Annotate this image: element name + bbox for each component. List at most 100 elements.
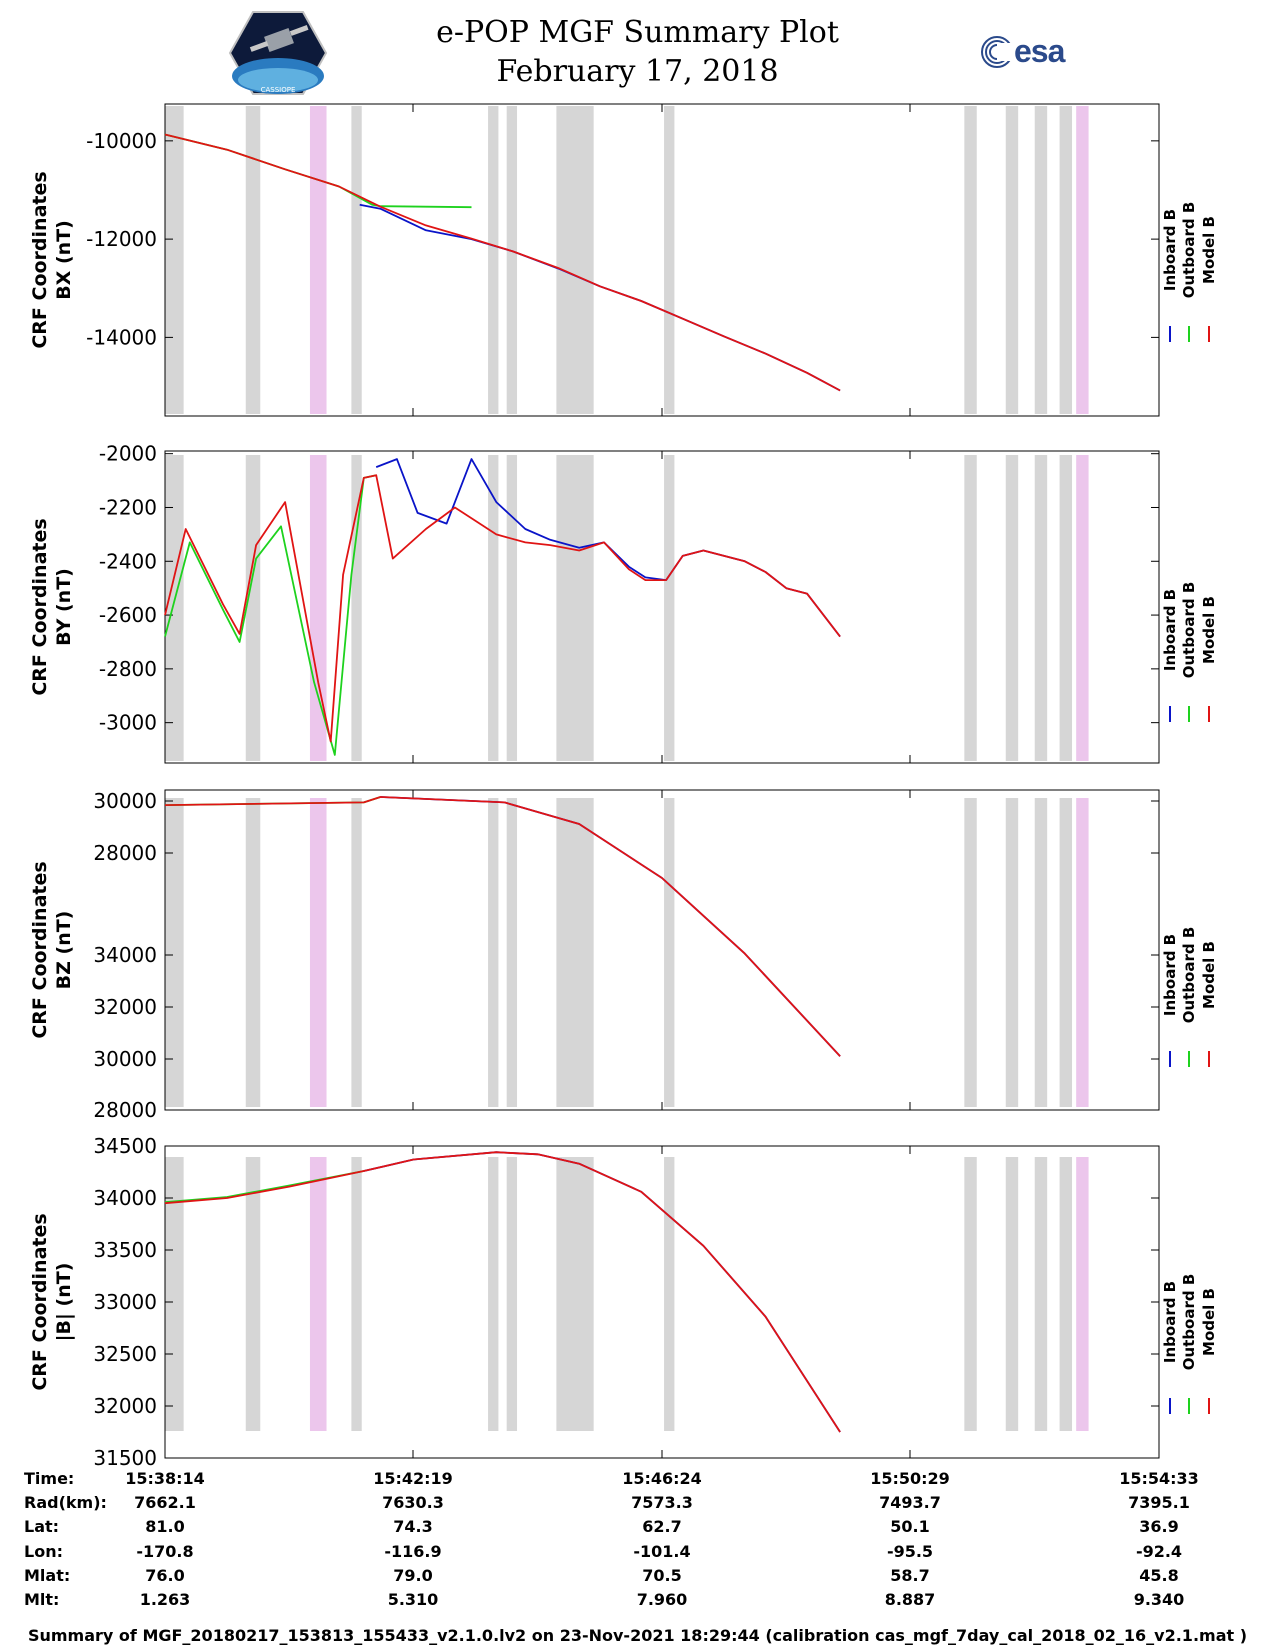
data-gap-shade — [351, 106, 362, 414]
series-line-inboard — [359, 203, 841, 392]
series-line-model — [164, 474, 841, 743]
y-tick-label: 31500 — [93, 1446, 157, 1470]
data-gap-shade — [1005, 455, 1019, 761]
data-gap-shade — [664, 798, 675, 1107]
series-line-model — [164, 1151, 841, 1433]
panel-3: 30000 28000 34000 32000 30000 28000 CRF Coordi… — [29, 789, 1218, 1122]
data-gap-shade — [245, 106, 261, 414]
y-tick-label: -2400 — [99, 549, 157, 573]
data-gap-shade — [664, 1157, 675, 1431]
legend-label: Outboard B — [1180, 582, 1198, 679]
ephemeris-value: 36.9 — [1139, 1517, 1178, 1536]
legend-label: Inboard B — [1161, 1281, 1179, 1363]
legend-label: Model B — [1200, 216, 1218, 284]
series-line-inboard — [363, 1151, 841, 1433]
data-gap-shade — [1005, 798, 1019, 1107]
ephemeris-value: 8.887 — [885, 1590, 936, 1609]
series-line-inboard — [380, 796, 841, 1057]
y-tick-label: -2200 — [99, 495, 157, 519]
footer-summary: Summary of MGF_20180217_153813_155433_v2… — [27, 1626, 1248, 1645]
event-shade — [309, 798, 327, 1107]
x-tick-label: 15:50:29 — [870, 1469, 950, 1488]
data-gap-shade — [165, 1157, 184, 1431]
esa-logo-text: esa — [1014, 33, 1065, 69]
series-line-model — [164, 796, 841, 1057]
ephemeris-value: 7573.3 — [631, 1493, 693, 1512]
y-axis-label: |B| (nT) — [53, 1263, 75, 1342]
series-line-outboard — [164, 1170, 364, 1204]
data-gap-shade — [506, 1157, 518, 1431]
data-gap-shade — [1059, 798, 1073, 1107]
y-tick-label: -14000 — [86, 325, 157, 349]
ephemeris-value: 7.960 — [637, 1590, 688, 1609]
data-gap-shade — [964, 106, 977, 414]
y-tick-label: -10000 — [86, 129, 157, 153]
ephemeris-value: 76.0 — [145, 1566, 184, 1585]
legend-label: Inboard B — [1161, 934, 1179, 1016]
event-shade — [1076, 455, 1089, 761]
event-shade — [309, 106, 327, 414]
y-tick-label: 28000 — [93, 1098, 157, 1122]
data-gap-shade — [351, 798, 362, 1107]
x-tick-label: 15:38:14 — [125, 1469, 205, 1488]
y-tick-label: 30000 — [93, 789, 157, 813]
data-gap-shade — [245, 798, 261, 1107]
y-axis-label: CRF Coordinates — [29, 861, 51, 1038]
ephemeris-value: -92.4 — [1136, 1542, 1182, 1561]
data-gap-shade — [1059, 455, 1073, 761]
data-gap-shade — [556, 798, 594, 1107]
ephemeris-value: 70.5 — [642, 1566, 681, 1585]
ephemeris-value: 58.7 — [890, 1566, 929, 1585]
data-gap-shade — [351, 455, 362, 761]
y-axis-label: CRF Coordinates — [29, 1213, 51, 1390]
chart-title: e-POP MGF Summary Plot — [436, 15, 839, 50]
data-gap-shade — [488, 1157, 499, 1431]
legend-label: Outboard B — [1180, 1274, 1198, 1371]
x-tick-label: 15:54:33 — [1119, 1469, 1199, 1488]
ephemeris-value: 1.263 — [140, 1590, 191, 1609]
esa-logo: esa — [980, 32, 1095, 72]
data-gap-shade — [165, 106, 184, 414]
legend-label: Inboard B — [1161, 589, 1179, 671]
cassiope-logo: CASSIOPE — [228, 10, 328, 96]
y-tick-label: -3000 — [99, 711, 157, 735]
y-tick-label: 33000 — [93, 1290, 157, 1314]
data-gap-shade — [556, 1157, 594, 1431]
y-axis-label: BX (nT) — [53, 220, 75, 300]
data-gap-shade — [556, 455, 594, 761]
ephemeris-value: 9.340 — [1134, 1590, 1185, 1609]
event-shade — [309, 1157, 327, 1431]
y-tick-label: -2000 — [99, 442, 157, 466]
legend-label: Inboard B — [1161, 209, 1179, 291]
y-tick-label: 28000 — [93, 841, 157, 865]
y-axis-label: BY (nT) — [53, 568, 75, 646]
ephemeris-row-label: Lat: — [24, 1517, 59, 1536]
legend-label: Outboard B — [1180, 202, 1198, 299]
y-tick-label: 34000 — [93, 1186, 157, 1210]
data-gap-shade — [488, 455, 499, 761]
ephemeris-row-label: Rad(km): — [24, 1493, 107, 1512]
y-tick-label: 30000 — [93, 1047, 157, 1071]
y-tick-label: 32000 — [93, 995, 157, 1019]
data-gap-shade — [664, 455, 675, 761]
data-gap-shade — [488, 798, 499, 1107]
y-tick-label: -2800 — [99, 657, 157, 681]
cassiope-logo-text: CASSIOPE — [261, 86, 296, 94]
series-line-outboard — [164, 474, 377, 756]
data-gap-shade — [351, 1157, 362, 1431]
legend-label: Model B — [1200, 596, 1218, 664]
chart-date: February 17, 2018 — [496, 54, 779, 89]
data-gap-shade — [964, 455, 977, 761]
data-gap-shade — [245, 1157, 261, 1431]
ephemeris-row-label: Mlat: — [24, 1566, 70, 1585]
ephemeris-value: 7395.1 — [1128, 1493, 1190, 1512]
y-tick-label: -2600 — [99, 603, 157, 627]
y-axis-label: BZ (nT) — [53, 911, 75, 990]
data-gap-shade — [1005, 106, 1019, 414]
data-gap-shade — [245, 455, 261, 761]
ephemeris-value: 74.3 — [393, 1517, 432, 1536]
x-tick-label: 15:46:24 — [622, 1469, 702, 1488]
ephemeris-value: 5.310 — [388, 1590, 439, 1609]
